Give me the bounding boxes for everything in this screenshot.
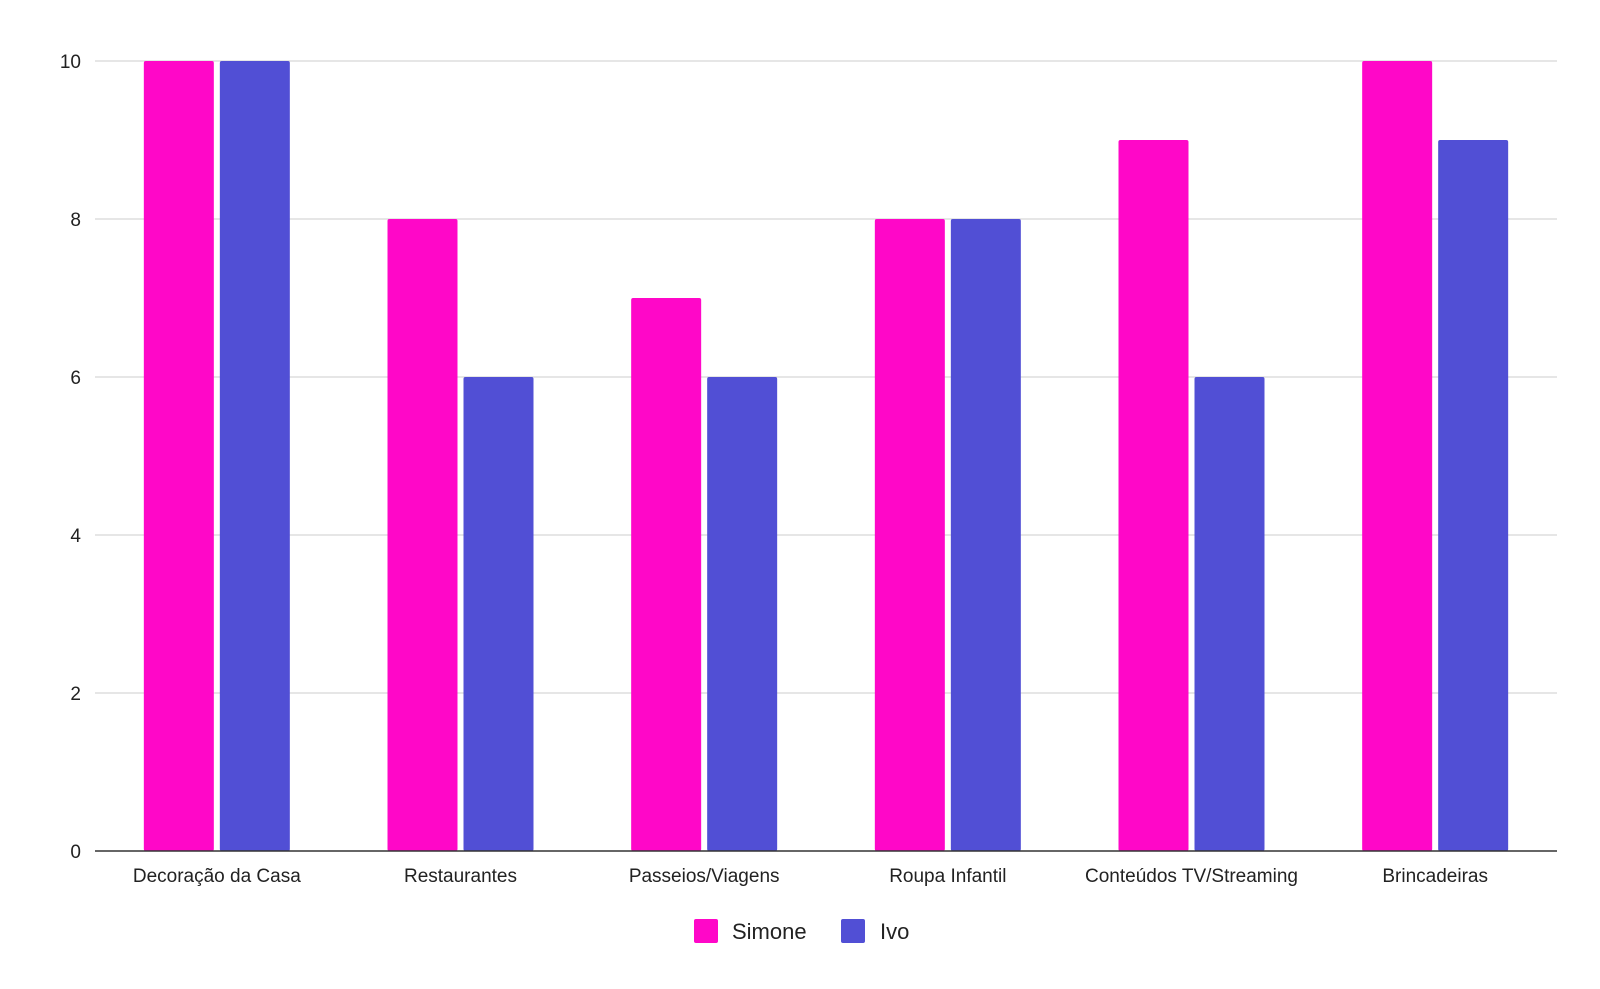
bar-simone-5 [1362, 61, 1433, 851]
x-tick-label: Passeios/Viagens [629, 866, 780, 887]
x-tick-label: Brincadeiras [1382, 866, 1488, 887]
legend: Simone Ivo [694, 919, 909, 944]
bar-ivo-0 [219, 61, 290, 851]
legend-swatch-simone [694, 919, 718, 943]
y-tick-label: 2 [70, 684, 81, 705]
x-tick-label: Roupa Infantil [889, 866, 1006, 887]
y-tick-label: 10 [60, 52, 81, 73]
legend-swatch-ivo [841, 919, 865, 943]
bar-simone-0 [143, 61, 214, 851]
y-axis-tick-labels: 0 2 4 6 8 10 [60, 52, 82, 863]
x-axis-tick-labels: Decoração da Casa Restaurantes Passeios/Vi… [133, 866, 1488, 887]
legend-label-simone: Simone [732, 919, 807, 944]
y-tick-label: 6 [70, 368, 81, 389]
x-tick-label: Decoração da Casa [133, 866, 301, 887]
x-tick-label: Restaurantes [404, 866, 517, 887]
bar-simone-1 [387, 219, 458, 851]
bars [143, 61, 1509, 851]
bar-ivo-2 [707, 377, 778, 851]
bar-simone-4 [1118, 140, 1189, 851]
bar-ivo-5 [1438, 140, 1509, 851]
y-tick-label: 0 [70, 842, 81, 863]
bar-ivo-3 [950, 219, 1021, 851]
bar-ivo-1 [463, 377, 534, 851]
bar-ivo-4 [1194, 377, 1265, 851]
bar-simone-2 [631, 298, 702, 851]
y-tick-label: 8 [70, 210, 81, 231]
bar-simone-3 [874, 219, 945, 851]
legend-label-ivo: Ivo [880, 919, 909, 944]
gridlines [95, 60, 1557, 694]
x-tick-label: Conteúdos TV/Streaming [1085, 866, 1298, 887]
y-tick-label: 4 [70, 526, 81, 547]
